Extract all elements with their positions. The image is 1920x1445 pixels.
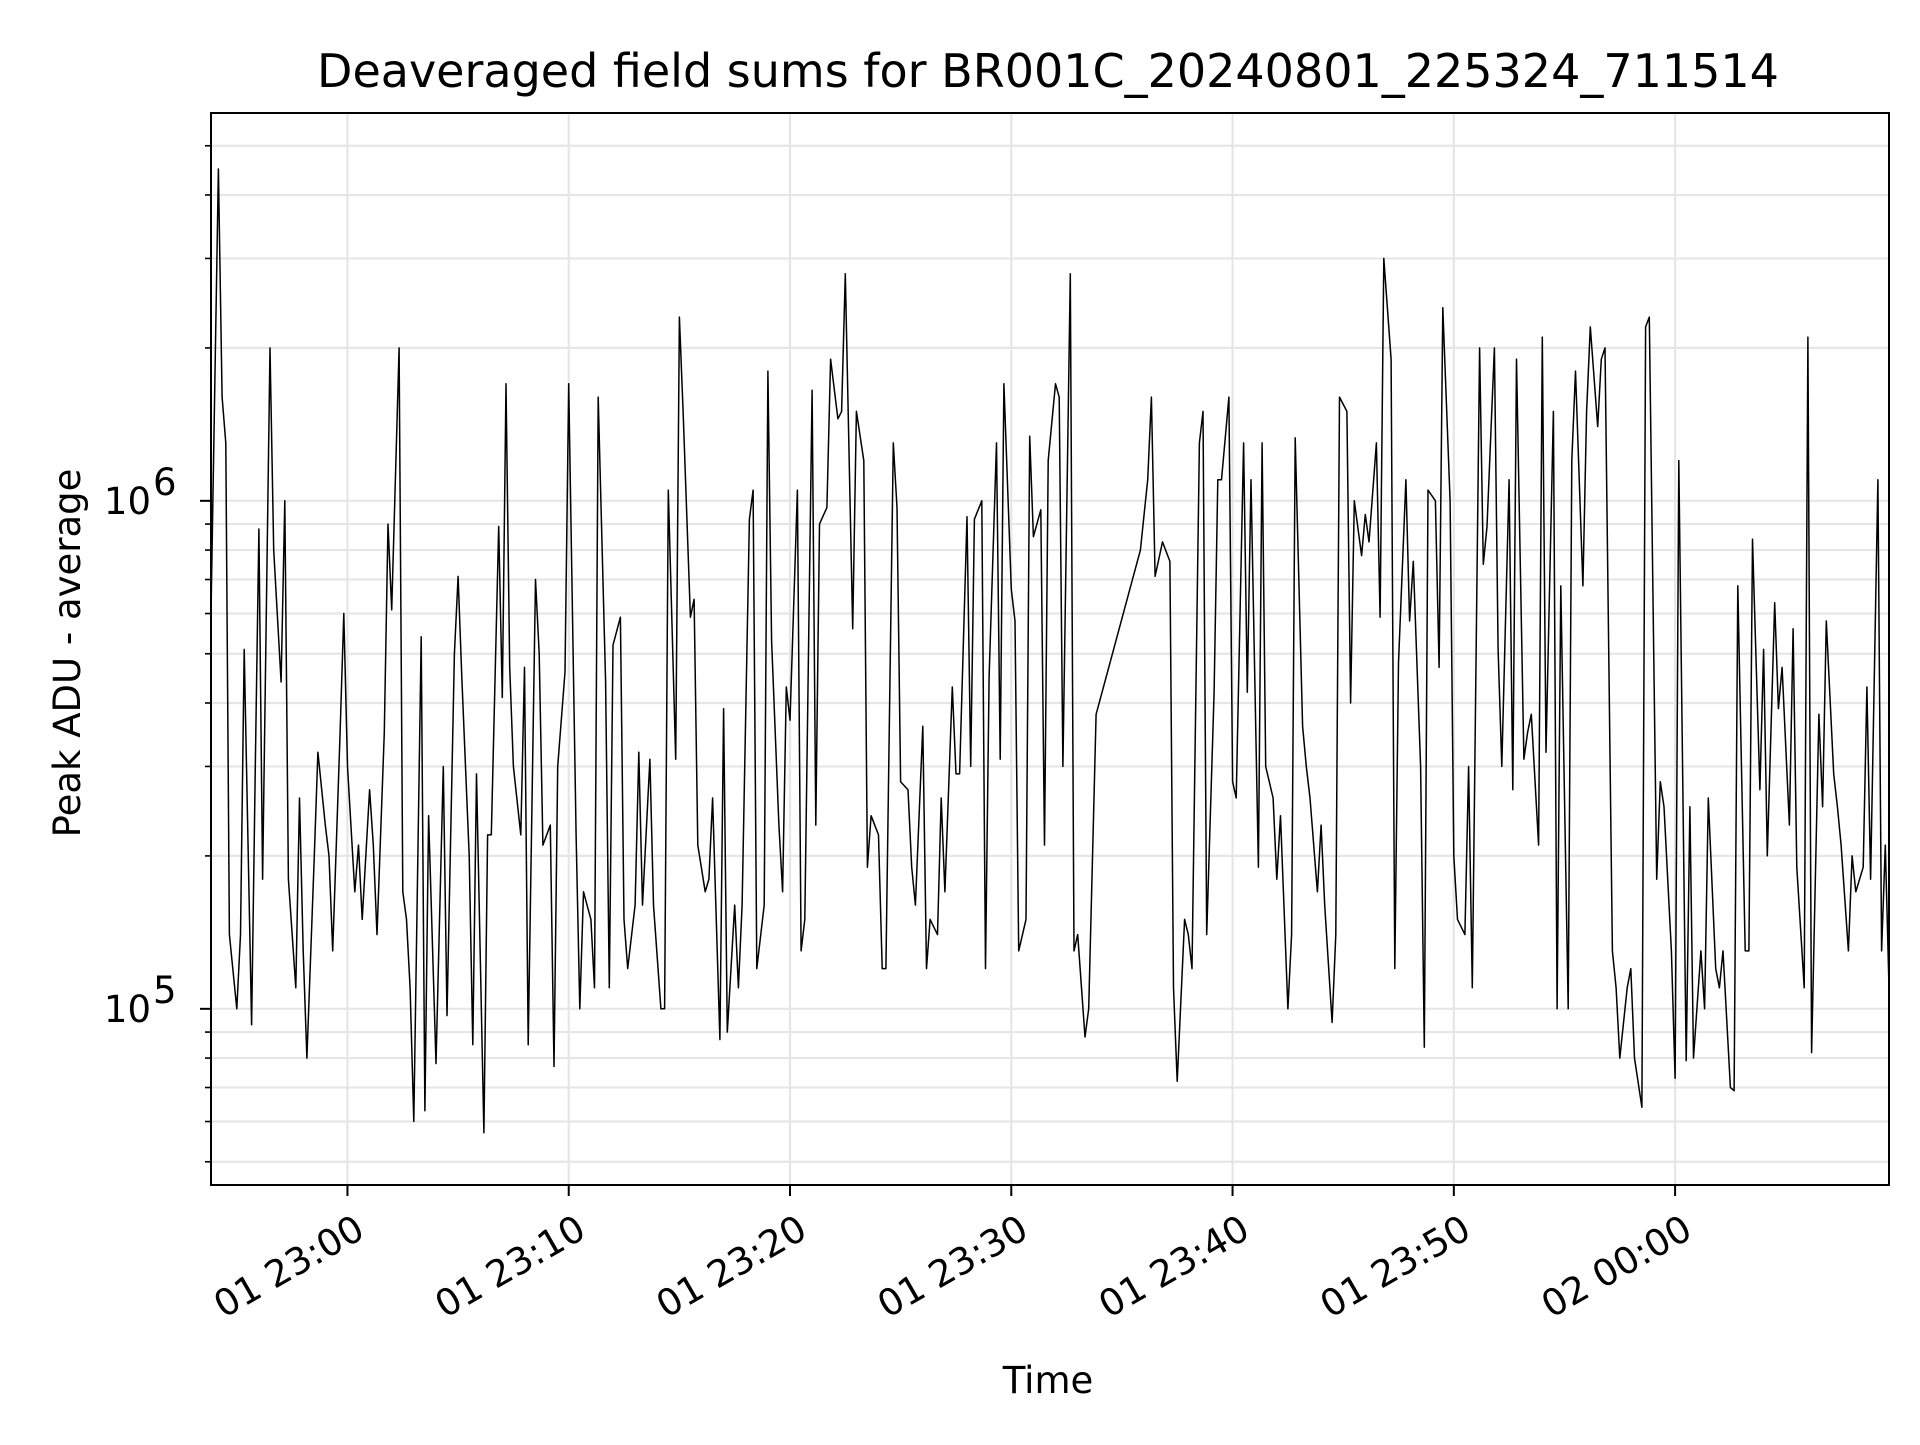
y-tick-label: 10 (104, 988, 151, 1031)
x-axis-label: Time (1002, 1359, 1094, 1402)
plot-frame (210, 112, 1890, 1186)
series (211, 168, 1889, 1134)
y-tick-label: 10 (104, 480, 151, 523)
y-tick-label-exponent: 5 (153, 969, 177, 1012)
series-line (211, 168, 1889, 1134)
grid-lines (211, 113, 1889, 1185)
y-tick-label-exponent: 6 (153, 461, 177, 504)
chart-title: Deaveraged field sums for BR001C_2024080… (317, 44, 1779, 98)
y-axis-label: Peak ADU - average (46, 469, 89, 838)
